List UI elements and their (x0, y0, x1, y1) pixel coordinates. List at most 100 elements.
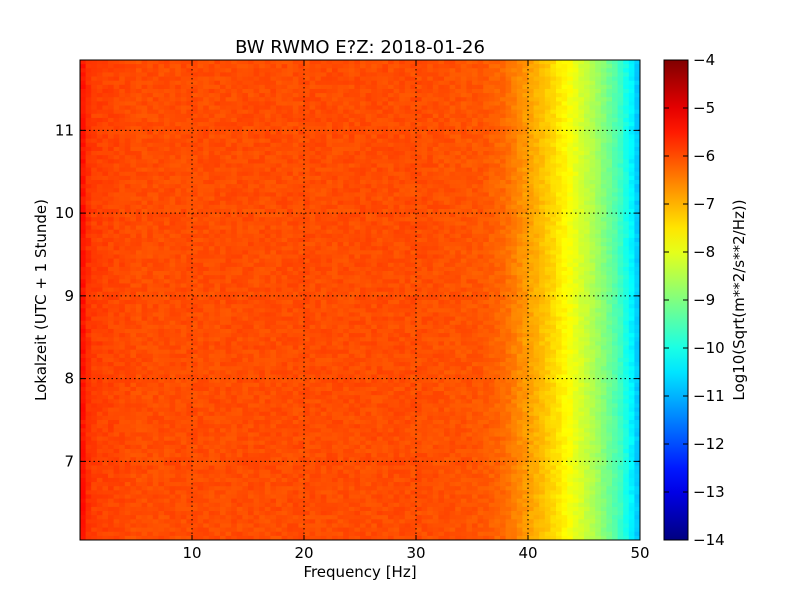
heatmap-cell (427, 68, 434, 73)
heatmap-cell (298, 134, 305, 140)
heatmap-cell (281, 122, 288, 127)
heatmap-cell (477, 250, 484, 255)
heatmap-cell (130, 146, 137, 152)
heatmap-cell (416, 105, 422, 111)
heatmap-cell (438, 171, 445, 177)
heatmap-cell (382, 184, 389, 189)
heatmap-cell (203, 213, 210, 218)
heatmap-cell (494, 130, 501, 135)
heatmap-cell (248, 250, 254, 255)
heatmap-cell (500, 68, 506, 73)
heatmap-cell (455, 146, 462, 152)
heatmap-cell (236, 60, 243, 65)
heatmap-cell (91, 113, 98, 119)
heatmap-cell (164, 175, 170, 181)
heatmap-cell (505, 134, 512, 140)
heatmap-cell (147, 217, 154, 222)
heatmap-cell (589, 175, 596, 181)
heatmap-cell (393, 68, 400, 73)
heatmap-cell (432, 130, 439, 135)
heatmap-cell (236, 167, 243, 173)
heatmap-cell (432, 84, 439, 90)
heatmap-cell (466, 163, 473, 168)
heatmap-cell (164, 126, 170, 131)
heatmap-cell (304, 126, 310, 131)
heatmap-cell (578, 105, 585, 111)
heatmap-cell (584, 229, 590, 235)
heatmap-cell (623, 126, 630, 131)
heatmap-cell (522, 126, 529, 131)
heatmap-cell (136, 217, 142, 222)
heatmap-cell (309, 109, 316, 115)
heatmap-cell (354, 130, 361, 135)
heatmap-cell (528, 146, 534, 152)
heatmap-cell (80, 126, 86, 131)
heatmap-cell (281, 217, 288, 222)
heatmap-cell (606, 233, 613, 239)
heatmap-cell (550, 217, 557, 222)
heatmap-cell (270, 113, 277, 119)
heatmap-cell (169, 84, 176, 90)
heatmap-cell (617, 254, 624, 260)
heatmap-cell (399, 146, 406, 152)
heatmap-cell (315, 250, 322, 255)
heatmap-cell (432, 93, 439, 98)
heatmap-cell (466, 188, 473, 193)
heatmap-cell (488, 64, 495, 69)
heatmap-cell (528, 117, 534, 123)
heatmap-cell (141, 246, 148, 251)
heatmap-cell (354, 171, 361, 177)
heatmap-cell (483, 142, 490, 148)
heatmap-cell (85, 196, 92, 202)
heatmap-cell (561, 250, 568, 255)
heatmap-cell (304, 217, 310, 222)
heatmap-cell (584, 262, 590, 268)
heatmap-cell (365, 242, 372, 247)
heatmap-cell (371, 180, 378, 185)
heatmap-cell (634, 192, 641, 197)
heatmap-cell (119, 262, 126, 268)
heatmap-cell (164, 192, 170, 197)
heatmap-cell (410, 171, 417, 177)
heatmap-cell (376, 225, 383, 231)
heatmap-cell (550, 180, 557, 185)
heatmap-cell (360, 208, 366, 214)
heatmap-cell (500, 217, 506, 222)
heatmap-cell (449, 258, 456, 264)
heatmap-cell (108, 117, 114, 123)
heatmap-cell (292, 130, 299, 135)
heatmap-cell (371, 159, 378, 164)
heatmap-cell (500, 242, 506, 247)
heatmap-cell (584, 246, 590, 251)
heatmap-cell (472, 142, 478, 148)
heatmap-cell (85, 101, 92, 106)
heatmap-cell (623, 258, 630, 264)
heatmap-cell (365, 105, 372, 111)
heatmap-cell (147, 134, 154, 140)
heatmap-cell (421, 84, 428, 90)
heatmap-cell (259, 163, 266, 168)
heatmap-cell (320, 242, 327, 247)
heatmap-cell (578, 72, 585, 77)
heatmap-cell (612, 151, 618, 156)
heatmap-cell (466, 229, 473, 235)
heatmap-cell (371, 109, 378, 115)
heatmap-cell (136, 188, 142, 193)
heatmap-cell (220, 204, 226, 210)
heatmap-cell (292, 138, 299, 144)
heatmap-cell (152, 192, 159, 197)
heatmap-cell (287, 258, 294, 264)
heatmap-cell (292, 117, 299, 123)
heatmap-cell (505, 138, 512, 144)
heatmap-cell (231, 233, 238, 239)
heatmap-cell (175, 159, 182, 164)
heatmap-cell (516, 184, 523, 189)
heatmap-cell (404, 175, 411, 181)
heatmap-cell (85, 84, 92, 90)
heatmap-cell (550, 167, 557, 173)
heatmap-cell (80, 213, 86, 218)
heatmap-cell (449, 60, 456, 65)
heatmap-cell (248, 142, 254, 148)
heatmap-cell (550, 237, 557, 243)
heatmap-cell (600, 122, 607, 127)
